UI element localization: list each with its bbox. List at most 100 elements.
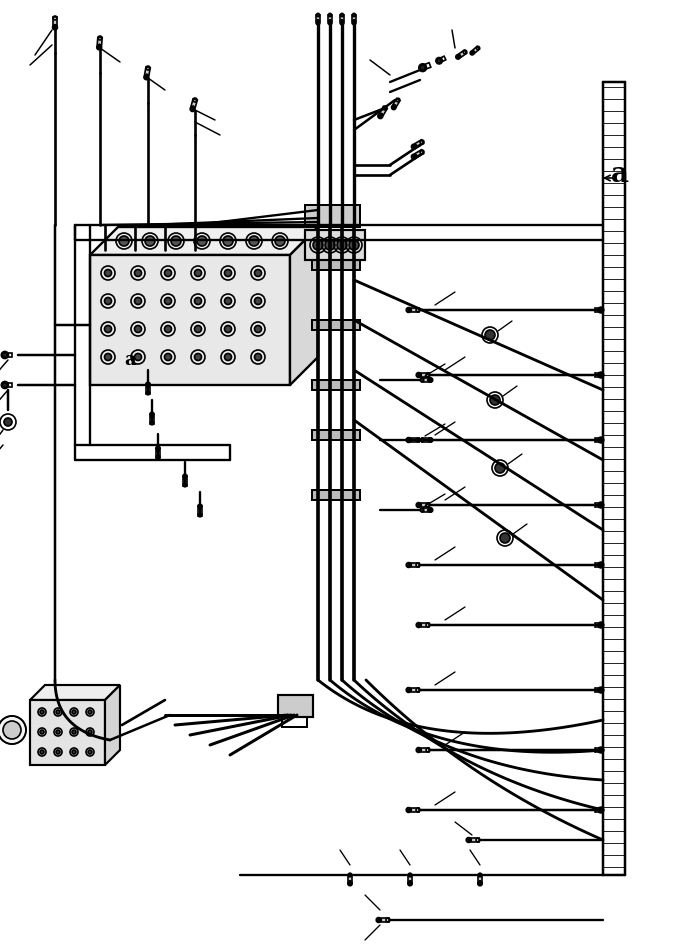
Circle shape [275,236,285,246]
Circle shape [348,882,352,885]
Polygon shape [458,50,466,57]
Circle shape [88,750,92,754]
Polygon shape [290,227,318,385]
Circle shape [165,269,171,276]
Circle shape [165,353,171,361]
Polygon shape [328,14,332,21]
Bar [305,205,360,227]
Circle shape [466,838,471,843]
Circle shape [135,353,141,361]
Circle shape [198,505,202,508]
Polygon shape [595,624,600,626]
Circle shape [255,297,261,305]
Circle shape [88,710,92,714]
Polygon shape [408,875,412,882]
Circle shape [104,269,112,276]
Circle shape [56,730,60,734]
Polygon shape [411,438,418,442]
Text: a: a [611,162,629,188]
Polygon shape [595,504,600,506]
Circle shape [56,710,60,714]
Polygon shape [90,255,290,385]
Circle shape [485,330,495,340]
Polygon shape [595,808,600,812]
Circle shape [599,563,603,567]
Circle shape [40,730,44,734]
Circle shape [4,418,12,426]
Circle shape [420,65,425,70]
Polygon shape [422,438,429,442]
Polygon shape [30,685,120,700]
Circle shape [406,438,411,443]
Circle shape [135,326,141,332]
Circle shape [352,21,356,25]
Circle shape [429,507,433,512]
Circle shape [416,372,421,377]
Polygon shape [422,378,429,382]
Polygon shape [156,450,160,458]
Polygon shape [411,307,418,312]
Circle shape [225,297,232,305]
Circle shape [194,269,202,276]
Circle shape [197,236,207,246]
Circle shape [599,503,603,507]
Polygon shape [105,685,120,765]
Polygon shape [439,56,446,62]
Polygon shape [53,17,57,25]
Polygon shape [97,37,102,46]
Circle shape [599,808,603,812]
Polygon shape [145,67,150,75]
Polygon shape [411,808,418,812]
Circle shape [225,269,232,276]
Circle shape [255,269,261,276]
Circle shape [144,75,149,80]
Circle shape [88,730,92,734]
Polygon shape [421,373,429,377]
Circle shape [495,463,505,473]
Circle shape [104,297,112,305]
Bar [282,717,307,727]
Circle shape [255,326,261,332]
Circle shape [412,154,416,159]
Circle shape [316,21,320,25]
Circle shape [599,373,603,377]
Bar [312,430,360,440]
Polygon shape [411,687,418,692]
Polygon shape [146,387,150,393]
Polygon shape [316,14,320,21]
Polygon shape [415,149,424,157]
Circle shape [165,297,171,305]
Circle shape [145,236,155,246]
Circle shape [194,297,202,305]
Polygon shape [150,417,154,424]
Polygon shape [595,748,600,752]
Circle shape [150,412,154,417]
Circle shape [406,563,411,567]
Circle shape [225,326,232,332]
Circle shape [599,623,603,627]
Circle shape [194,353,202,361]
Bar [312,260,360,270]
Circle shape [416,747,421,752]
Circle shape [416,503,421,507]
Bar [312,320,360,330]
Circle shape [490,395,500,405]
Polygon shape [415,140,424,148]
Text: a: a [124,351,136,369]
Circle shape [72,710,76,714]
Polygon shape [424,63,431,69]
Circle shape [437,58,441,63]
Polygon shape [348,875,352,882]
Polygon shape [90,227,318,255]
Circle shape [135,297,141,305]
Circle shape [325,240,335,250]
Circle shape [104,353,112,361]
Polygon shape [341,14,344,21]
Polygon shape [473,47,479,53]
Circle shape [255,353,261,361]
Bar [278,695,313,717]
Circle shape [599,688,603,692]
Circle shape [456,54,460,59]
Circle shape [190,107,195,111]
Circle shape [599,438,603,442]
